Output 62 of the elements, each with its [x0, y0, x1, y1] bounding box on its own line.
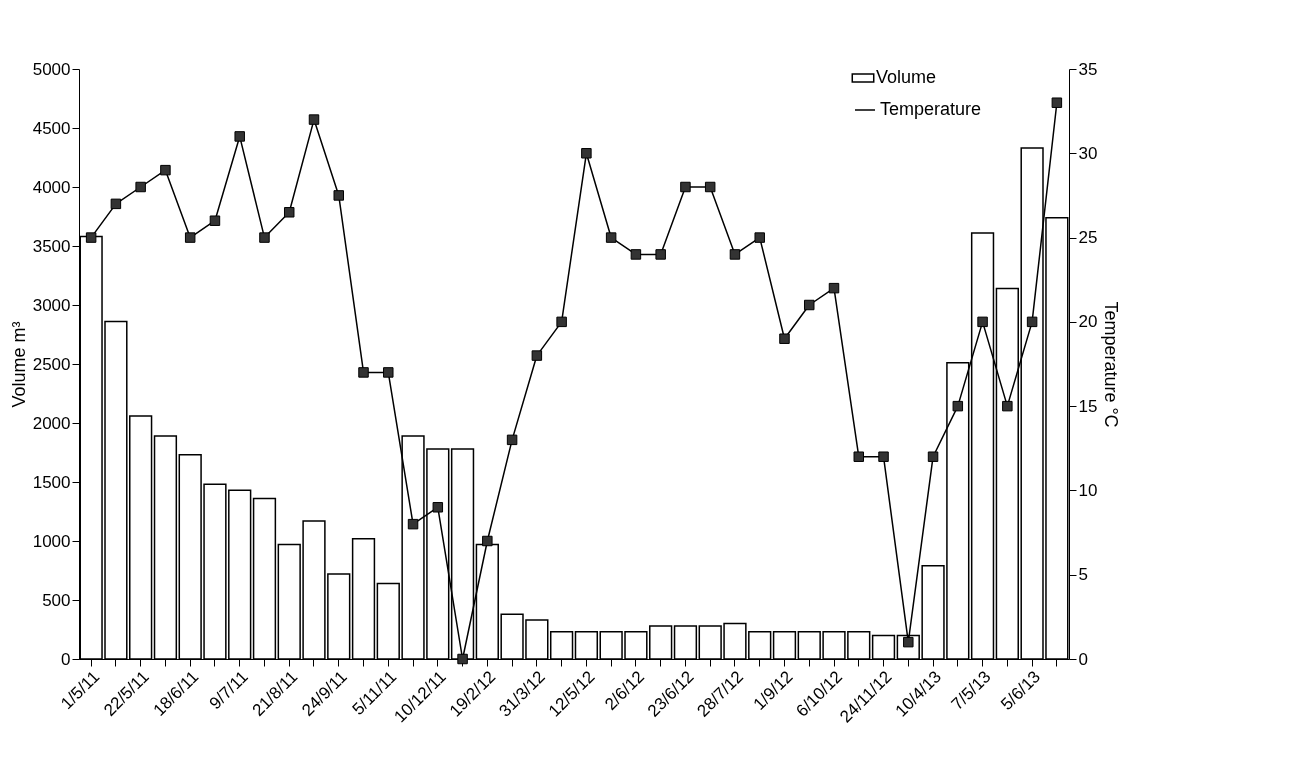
- point: [952, 400, 964, 412]
- point: [482, 535, 493, 547]
- y2-axis-title: Temperature °C: [1101, 301, 1122, 428]
- y2-tick-label: 10: [1078, 480, 1098, 500]
- point: [432, 502, 444, 513]
- y-tick-label: 2500: [32, 354, 71, 374]
- y2-tick-label: 15: [1078, 396, 1098, 416]
- point: [1051, 97, 1063, 108]
- y-tick-label: 1500: [32, 472, 71, 492]
- y-tick-label: 500: [42, 590, 71, 610]
- point: [605, 232, 617, 243]
- point: [531, 350, 543, 361]
- y-tick-label: 3500: [32, 236, 71, 256]
- point: [184, 232, 196, 243]
- point: [556, 316, 567, 328]
- y2-tick-label: 35: [1078, 59, 1098, 79]
- point: [680, 181, 691, 193]
- point: [383, 367, 394, 378]
- point: [259, 232, 270, 243]
- point: [234, 131, 245, 142]
- point: [110, 198, 122, 210]
- point: [1026, 316, 1038, 328]
- point: [308, 114, 320, 125]
- point: [927, 451, 939, 462]
- legend-label: Temperature: [880, 99, 982, 119]
- point: [977, 316, 988, 328]
- y-tick-label: 5000: [32, 59, 71, 79]
- point: [283, 207, 295, 218]
- y-tick-label: 1000: [32, 531, 71, 551]
- y-tick-label: 3000: [32, 295, 71, 315]
- point: [729, 249, 741, 260]
- y2-tick-label: 0: [1078, 649, 1088, 669]
- y-tick-label: 4500: [32, 118, 71, 138]
- point: [135, 181, 146, 193]
- y-axis-title: Volume m³: [8, 321, 29, 408]
- point: [804, 299, 815, 311]
- y-tick-label: 0: [61, 649, 71, 669]
- point: [779, 333, 790, 344]
- point: [754, 232, 765, 243]
- point: [407, 518, 419, 530]
- legend-label: Volume: [876, 67, 937, 87]
- y2-tick-label: 25: [1078, 228, 1098, 248]
- y-tick-label: 2000: [32, 413, 71, 433]
- point: [1002, 400, 1013, 412]
- point: [828, 282, 840, 294]
- point: [704, 181, 716, 193]
- point: [85, 232, 97, 243]
- point: [655, 249, 666, 260]
- point: [878, 451, 889, 462]
- point: [160, 164, 171, 176]
- point: [333, 190, 344, 201]
- point: [358, 367, 369, 378]
- point: [506, 434, 518, 446]
- point: [581, 148, 592, 159]
- point: [853, 451, 865, 462]
- point: [209, 215, 221, 226]
- y-tick-label: 4000: [32, 177, 71, 197]
- point: [630, 249, 642, 260]
- y2-tick-label: 30: [1078, 143, 1098, 163]
- y2-tick-label: 5: [1078, 565, 1088, 585]
- point: [457, 653, 468, 665]
- y2-tick-label: 20: [1078, 312, 1098, 332]
